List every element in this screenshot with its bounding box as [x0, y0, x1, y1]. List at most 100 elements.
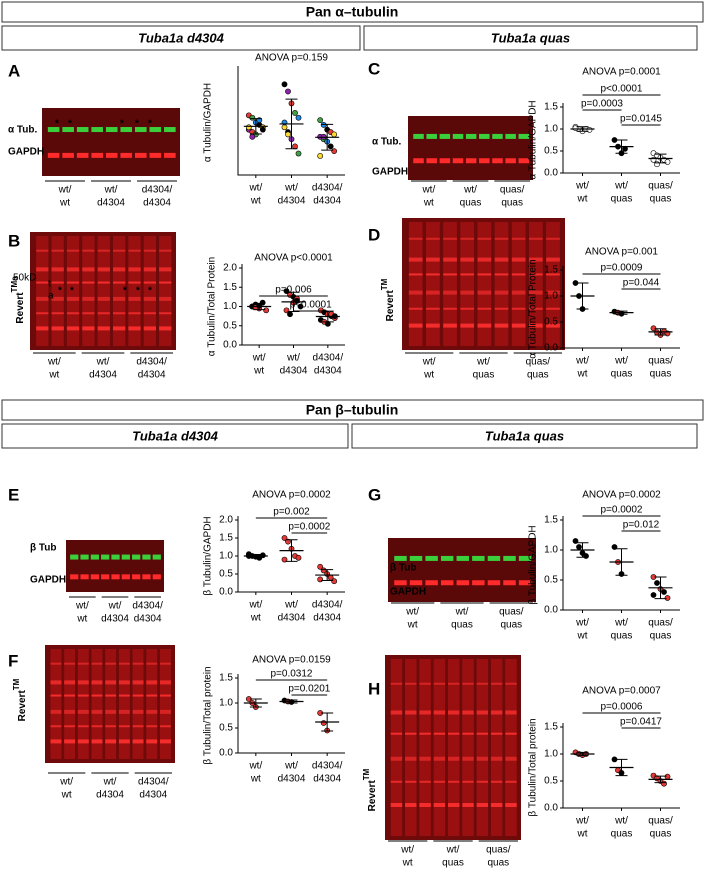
blot-band [433, 780, 446, 783]
blot-band [460, 257, 475, 262]
data-point [259, 126, 266, 133]
x-tick-label: quas/ [648, 618, 673, 629]
y-tick-label: 0.0 [544, 803, 558, 814]
blot-lane [66, 236, 80, 346]
blot-band [132, 554, 141, 560]
blot-band [146, 709, 158, 714]
blot-band [465, 158, 477, 164]
lane-label: quas [460, 198, 482, 209]
asterisk: * [70, 286, 74, 297]
data-point [664, 595, 671, 601]
blot-band [112, 267, 126, 272]
blot-band [97, 267, 110, 272]
blot-band [146, 680, 158, 685]
y-tick-label: 1.5 [544, 722, 558, 733]
annotation: ANOVA p<0.0001 [254, 253, 333, 264]
blot-band [82, 267, 95, 272]
blot-band [490, 732, 503, 735]
blot-band [476, 803, 489, 807]
data-point [654, 161, 660, 168]
blot-band [66, 249, 80, 252]
y-tick-label: 0.0 [219, 748, 233, 759]
blot-band [511, 257, 526, 262]
x-tick-label: d4304 [280, 366, 308, 377]
blot-band [47, 152, 60, 158]
blot-band [152, 554, 161, 560]
blot-band [112, 326, 126, 331]
blot-band [462, 682, 474, 685]
blot-band [472, 580, 485, 586]
blot-band [492, 158, 503, 164]
blot-band [105, 127, 118, 133]
blot-band [159, 725, 171, 728]
lane-label: wt [423, 370, 434, 381]
blot-band [518, 133, 530, 139]
data-point [287, 311, 293, 318]
sd-whisker [654, 328, 667, 336]
blot-band [518, 580, 532, 586]
x-tick-label: wt/ [248, 183, 262, 194]
bracket-label: p=0.044 [623, 278, 660, 289]
bracket-label: p=0.0006 [601, 702, 643, 713]
blot-band [528, 290, 543, 295]
blot-band [476, 710, 489, 715]
blot-band [159, 694, 171, 697]
blot-band [494, 290, 509, 295]
data-point [249, 114, 256, 121]
blot-band [111, 574, 120, 580]
blot-band [528, 307, 543, 310]
blot-band [77, 680, 89, 685]
blot-band [472, 555, 485, 561]
data-point [331, 131, 338, 138]
blot-band [460, 273, 475, 276]
blot-band [159, 281, 172, 284]
data-point [320, 720, 327, 726]
x-tick-label: wt/ [614, 816, 628, 827]
panel-label: B [8, 231, 20, 250]
blot-band [70, 574, 79, 580]
blot-band [159, 326, 172, 331]
blot-band [76, 127, 89, 133]
bracket-label: p=0.0417 [620, 717, 662, 728]
y-tick-label: 1.0 [544, 124, 558, 135]
blot-band [143, 281, 157, 284]
blot-band [70, 554, 79, 560]
blot-band [477, 257, 492, 262]
blot-lane [143, 236, 157, 346]
blot-lane [390, 659, 403, 836]
blot-band [408, 237, 423, 240]
blot-band [132, 725, 144, 728]
blot-band [120, 127, 133, 133]
lane-label: wt/ [422, 357, 436, 368]
blot-band [120, 152, 133, 158]
panel-label: G [368, 485, 381, 504]
blot-label: GAPDH [8, 147, 44, 158]
blot-band [146, 725, 158, 728]
lane-label: wt/ [59, 777, 73, 788]
blot-band [50, 739, 62, 744]
lane-label: wt [402, 858, 413, 869]
sd-whisker [615, 139, 628, 154]
lane-label: d4304/ [142, 185, 173, 196]
blot-band [143, 326, 157, 331]
annotation: ANOVA p=0.001 [585, 247, 658, 258]
x-tick-label: wt/ [614, 618, 628, 629]
y-axis-label: β Tubulin/Total protein [203, 666, 214, 764]
blot-band [505, 803, 517, 807]
blot-band [77, 709, 89, 714]
y-tick-label: 0.0 [223, 340, 237, 351]
data-point [661, 780, 667, 787]
stain-name: Revert [385, 290, 396, 322]
blot-band [460, 290, 475, 295]
blot-band [149, 152, 162, 158]
blot-band [97, 296, 110, 301]
panel-label: H [368, 679, 380, 698]
blot-band [390, 803, 403, 807]
column-title: Tuba1a quas [491, 30, 570, 45]
blot-band [494, 257, 509, 262]
blot-lane [132, 649, 144, 759]
blot-band [159, 709, 171, 714]
blot-band [132, 739, 144, 744]
blot-lane [511, 222, 526, 346]
blot-band [433, 756, 446, 761]
